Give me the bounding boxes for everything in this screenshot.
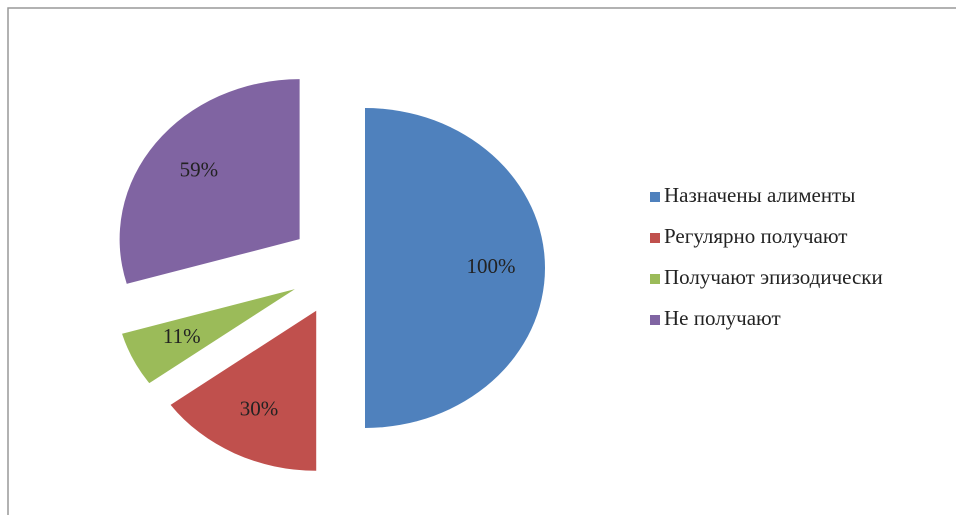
legend-swatch [650,233,660,243]
pie-slice [119,79,300,284]
legend-swatch [650,192,660,202]
legend-label: Назначены алименты [664,183,855,207]
legend-label: Не получают [664,306,781,330]
legend-swatch [650,315,660,325]
data-label: 59% [180,158,219,182]
pie-slice [122,289,295,384]
pie-slice [365,108,545,428]
legend-label: Регулярно получают [664,224,847,248]
data-label: 11% [163,324,201,348]
data-label: 30% [240,396,279,420]
legend-label: Получают эпизодически [664,265,883,289]
legend-swatch [650,274,660,284]
pie-slice [170,310,317,471]
data-label: 100% [467,254,516,278]
